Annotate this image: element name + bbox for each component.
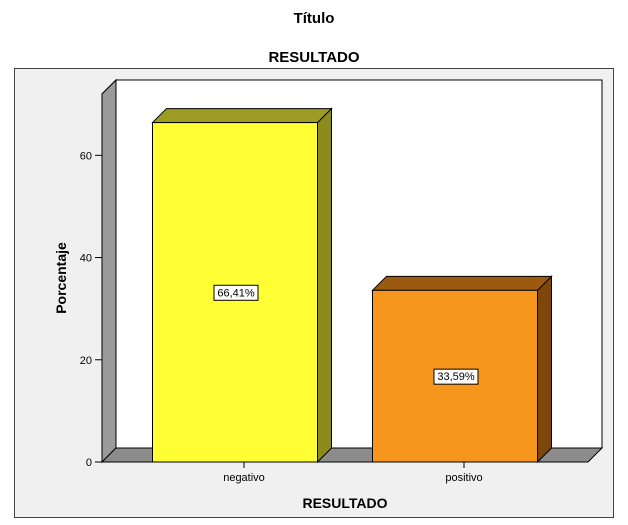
y-tick-label: 0 [86, 457, 92, 469]
bar-top [151, 108, 333, 124]
chart-title: RESULTADO [268, 49, 360, 66]
data-label-box [433, 368, 479, 385]
y-axis-label: Porcentaje [53, 242, 69, 314]
plot-side-wall [101, 78, 117, 464]
y-tick-label: 20 [80, 355, 92, 367]
bar [372, 289, 538, 463]
bar-top [371, 275, 553, 291]
bar-side [537, 275, 552, 464]
bar-side [317, 107, 332, 464]
data-label-box [213, 284, 259, 301]
data-label: 33,59% [437, 371, 475, 383]
x-tick-label: positivo [445, 472, 482, 484]
y-tick-label: 40 [80, 253, 92, 265]
x-axis-label: RESULTADO [302, 495, 387, 511]
page-title: Título [293, 10, 335, 27]
y-tick-label: 60 [80, 150, 92, 162]
data-label: 66,41% [217, 287, 255, 299]
x-tick-label: negativo [223, 472, 265, 484]
